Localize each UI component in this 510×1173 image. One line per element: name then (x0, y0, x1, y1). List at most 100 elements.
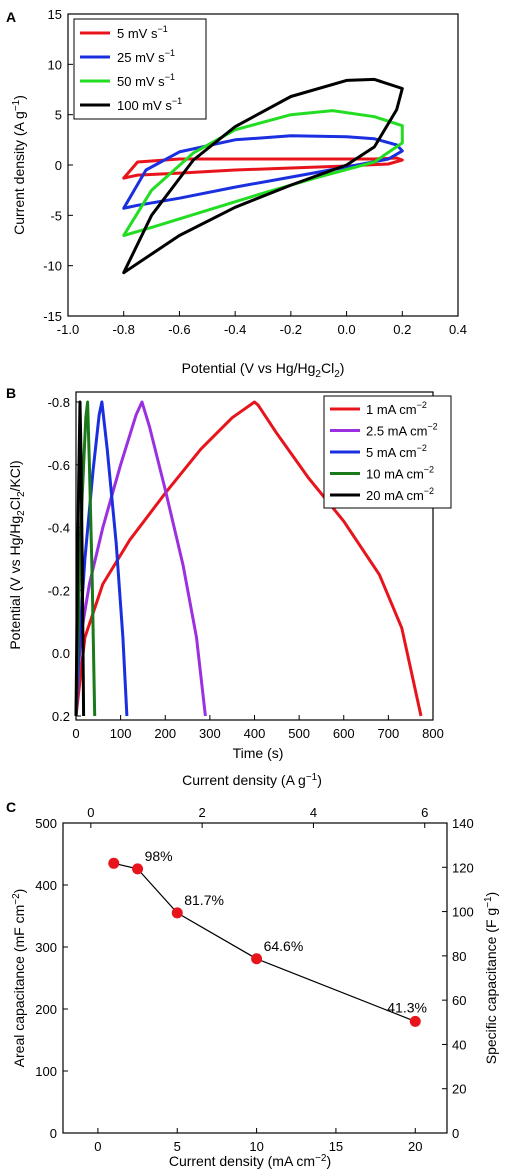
y2-tick-label-c: 140 (452, 816, 474, 831)
y2-tick-label-c: 120 (452, 860, 474, 875)
y-tick-label-c: 300 (35, 940, 57, 955)
data-point (251, 953, 263, 965)
y-tick-label-a: -15 (43, 309, 62, 324)
x-tick-label-a: 0.4 (449, 322, 467, 337)
y-tick-label-a: 15 (48, 7, 62, 22)
cv-curve-50-mv-s (122, 109, 404, 237)
svg-text:Areal capacitance (mF cm−2): Areal capacitance (mF cm−2) (11, 889, 27, 1068)
x-tick-label-b: 700 (378, 726, 400, 741)
x-tick-label-b: 800 (422, 726, 444, 741)
y2-tick-label-c: 0 (452, 1126, 459, 1141)
x2-tick-label-c: 2 (199, 805, 206, 820)
x-axis-label-b: Time (s) (233, 745, 284, 761)
series-lines-b (74, 400, 423, 717)
y-tick-label-b: -0.2 (48, 583, 70, 598)
legend-label-25-mv-s: 25 mV s−1 (117, 48, 175, 65)
y2-tick-label-c: 80 (452, 949, 466, 964)
y2-axis-label-c: Specific capacitance (F g−1) (483, 892, 499, 1064)
svg-text:Potential (V vs Hg/Hg2Cl2): Potential (V vs Hg/Hg2Cl2) (182, 360, 345, 380)
x-tick-label-b: 100 (110, 726, 132, 741)
x-tick-label-a: -0.4 (224, 322, 246, 337)
y2-tick-label-c: 20 (452, 1082, 466, 1097)
y-axis-label-a: Current density (A g−1) (11, 95, 27, 235)
x-tick-label-c: 15 (329, 1139, 343, 1154)
panel-label-c: C (6, 799, 16, 815)
y-tick-label-a: 10 (48, 57, 62, 72)
x2-tick-label-c: 0 (87, 805, 94, 820)
series-lines-a (122, 77, 404, 275)
legend-box-a (73, 18, 207, 120)
legend-label-5-mv-s: 5 mV s−1 (117, 24, 168, 41)
x-tick-label-a: -0.2 (280, 322, 302, 337)
x-tick-label-b: 300 (199, 726, 221, 741)
y-tick-label-b: -0.6 (48, 458, 70, 473)
y-tick-label-c: 0 (50, 1126, 57, 1141)
y-tick-label-a: -10 (43, 259, 62, 274)
x-tick-label-b: 400 (244, 726, 266, 741)
y-axis-label-b: Potential (V vs Hg/Hg2Cl2/KCl) (7, 460, 27, 649)
x2-tick-label-c: 4 (310, 805, 317, 820)
x-tick-label-b: 500 (288, 726, 310, 741)
gcd-curve-1-ma-cm (74, 400, 423, 717)
x-tick-label-a: -1.0 (57, 322, 79, 337)
x-tick-label-b: 200 (154, 726, 176, 741)
legend-label-100-mv-s: 100 mV s−1 (117, 96, 182, 113)
y-tick-label-c: 400 (35, 878, 57, 893)
axis-ticks-c: 0 5 10 15 200 2 4 60100200300400500020406080100… (35, 805, 473, 1154)
legend-label-5-ma-cm: 5 mA cm−2 (366, 443, 427, 460)
legend-label-2-5-ma-cm: 2.5 mA cm−2 (366, 422, 438, 439)
legend-label-1-ma-cm: 1 mA cm−2 (366, 400, 427, 417)
y2-tick-label-c: 60 (452, 993, 466, 1008)
data-points-c: 98% 81.7% 64.6% 41.3% (108, 848, 427, 1027)
y-tick-label-b: -0.8 (48, 395, 70, 410)
x-tick-label-a: -0.8 (113, 322, 135, 337)
gcd-curve-10-ma-cm (74, 400, 97, 717)
data-point (132, 863, 144, 875)
retention-label: 41.3% (387, 999, 427, 1015)
svg-text:Specific capacitance (F g−1): Specific capacitance (F g−1) (483, 892, 499, 1064)
legend-b: 1 mA cm−2 2.5 mA cm−2 5 mA cm−2 10 mA cm−2 2… (323, 395, 452, 509)
plot-frame-c (62, 822, 448, 1134)
axis-ticks-b: 0 100 200 300 400 500 600 700 800 -0.8 -0.6 -0.4 -0.… (48, 395, 444, 741)
x-tick-label-b: 0 (72, 726, 79, 741)
y-tick-label-c: 100 (35, 1064, 57, 1079)
panel-label-b: B (6, 385, 16, 401)
x-axis-label-a: Potential (V vs Hg/Hg2Cl2) (182, 360, 345, 380)
y-tick-label-c: 500 (35, 816, 57, 831)
svg-text:Current density (A g−1): Current density (A g−1) (11, 95, 27, 235)
svg-text:Current density (A g−1): Current density (A g−1) (182, 772, 322, 788)
y-tick-label-c: 200 (35, 1002, 57, 1017)
data-point (409, 1015, 421, 1027)
y-tick-label-b: 0.2 (52, 709, 70, 724)
panel-c: C 0 5 10 15 200 2 4 601002003004005000204060801… (6, 772, 499, 1169)
svg-text:Current density (mA cm−2): Current density (mA cm−2) (169, 1153, 331, 1169)
retention-label: 98% (145, 848, 173, 864)
y-tick-label-b: -0.4 (48, 521, 70, 536)
x-axis-label-c: Current density (mA cm−2) (169, 1153, 331, 1169)
retention-label: 81.7% (184, 892, 224, 908)
svg-text:Potential (V vs Hg/Hg2Cl2/KCl): Potential (V vs Hg/Hg2Cl2/KCl) (7, 460, 27, 649)
axis-ticks-a: -1.0 -0.8 -0.6 -0.4 -0.2 0.0 0.2 0.4 -15 -10 -5 0 5 1… (43, 7, 467, 337)
x2-axis-label-c: Current density (A g−1) (182, 772, 322, 788)
x-tick-label-c: 20 (408, 1139, 422, 1154)
cv-curve-5-mv-s (122, 156, 404, 180)
y2-tick-label-c: 100 (452, 905, 474, 920)
panel-b: B 0 100 200 300 400 500 600 700 800 -0.8 -0.6 -0.4 -… (6, 385, 452, 761)
retention-label: 64.6% (264, 938, 304, 954)
gcd-curve-2-5-ma-cm (74, 400, 207, 717)
x-tick-label-a: -0.6 (168, 322, 190, 337)
cv-curve-100-mv-s (122, 77, 404, 275)
x-tick-label-c: 5 (174, 1139, 181, 1154)
panel-a: A -1.0 -0.8 -0.6 -0.4 -0.2 0.0 0.2 0.4 -15 -10 -5 0… (6, 7, 467, 380)
x-tick-label-a: 0.2 (393, 322, 411, 337)
y2-tick-label-c: 40 (452, 1037, 466, 1052)
y-tick-label-a: -5 (50, 208, 62, 223)
data-point (108, 857, 120, 869)
x-tick-label-a: 0.0 (338, 322, 356, 337)
gcd-curve-20-ma-cm (74, 400, 86, 717)
y-tick-label-b: 0.0 (52, 646, 70, 661)
data-point (171, 907, 183, 919)
y-tick-label-a: 5 (55, 108, 62, 123)
legend-label-10-ma-cm: 10 mA cm−2 (366, 465, 434, 482)
